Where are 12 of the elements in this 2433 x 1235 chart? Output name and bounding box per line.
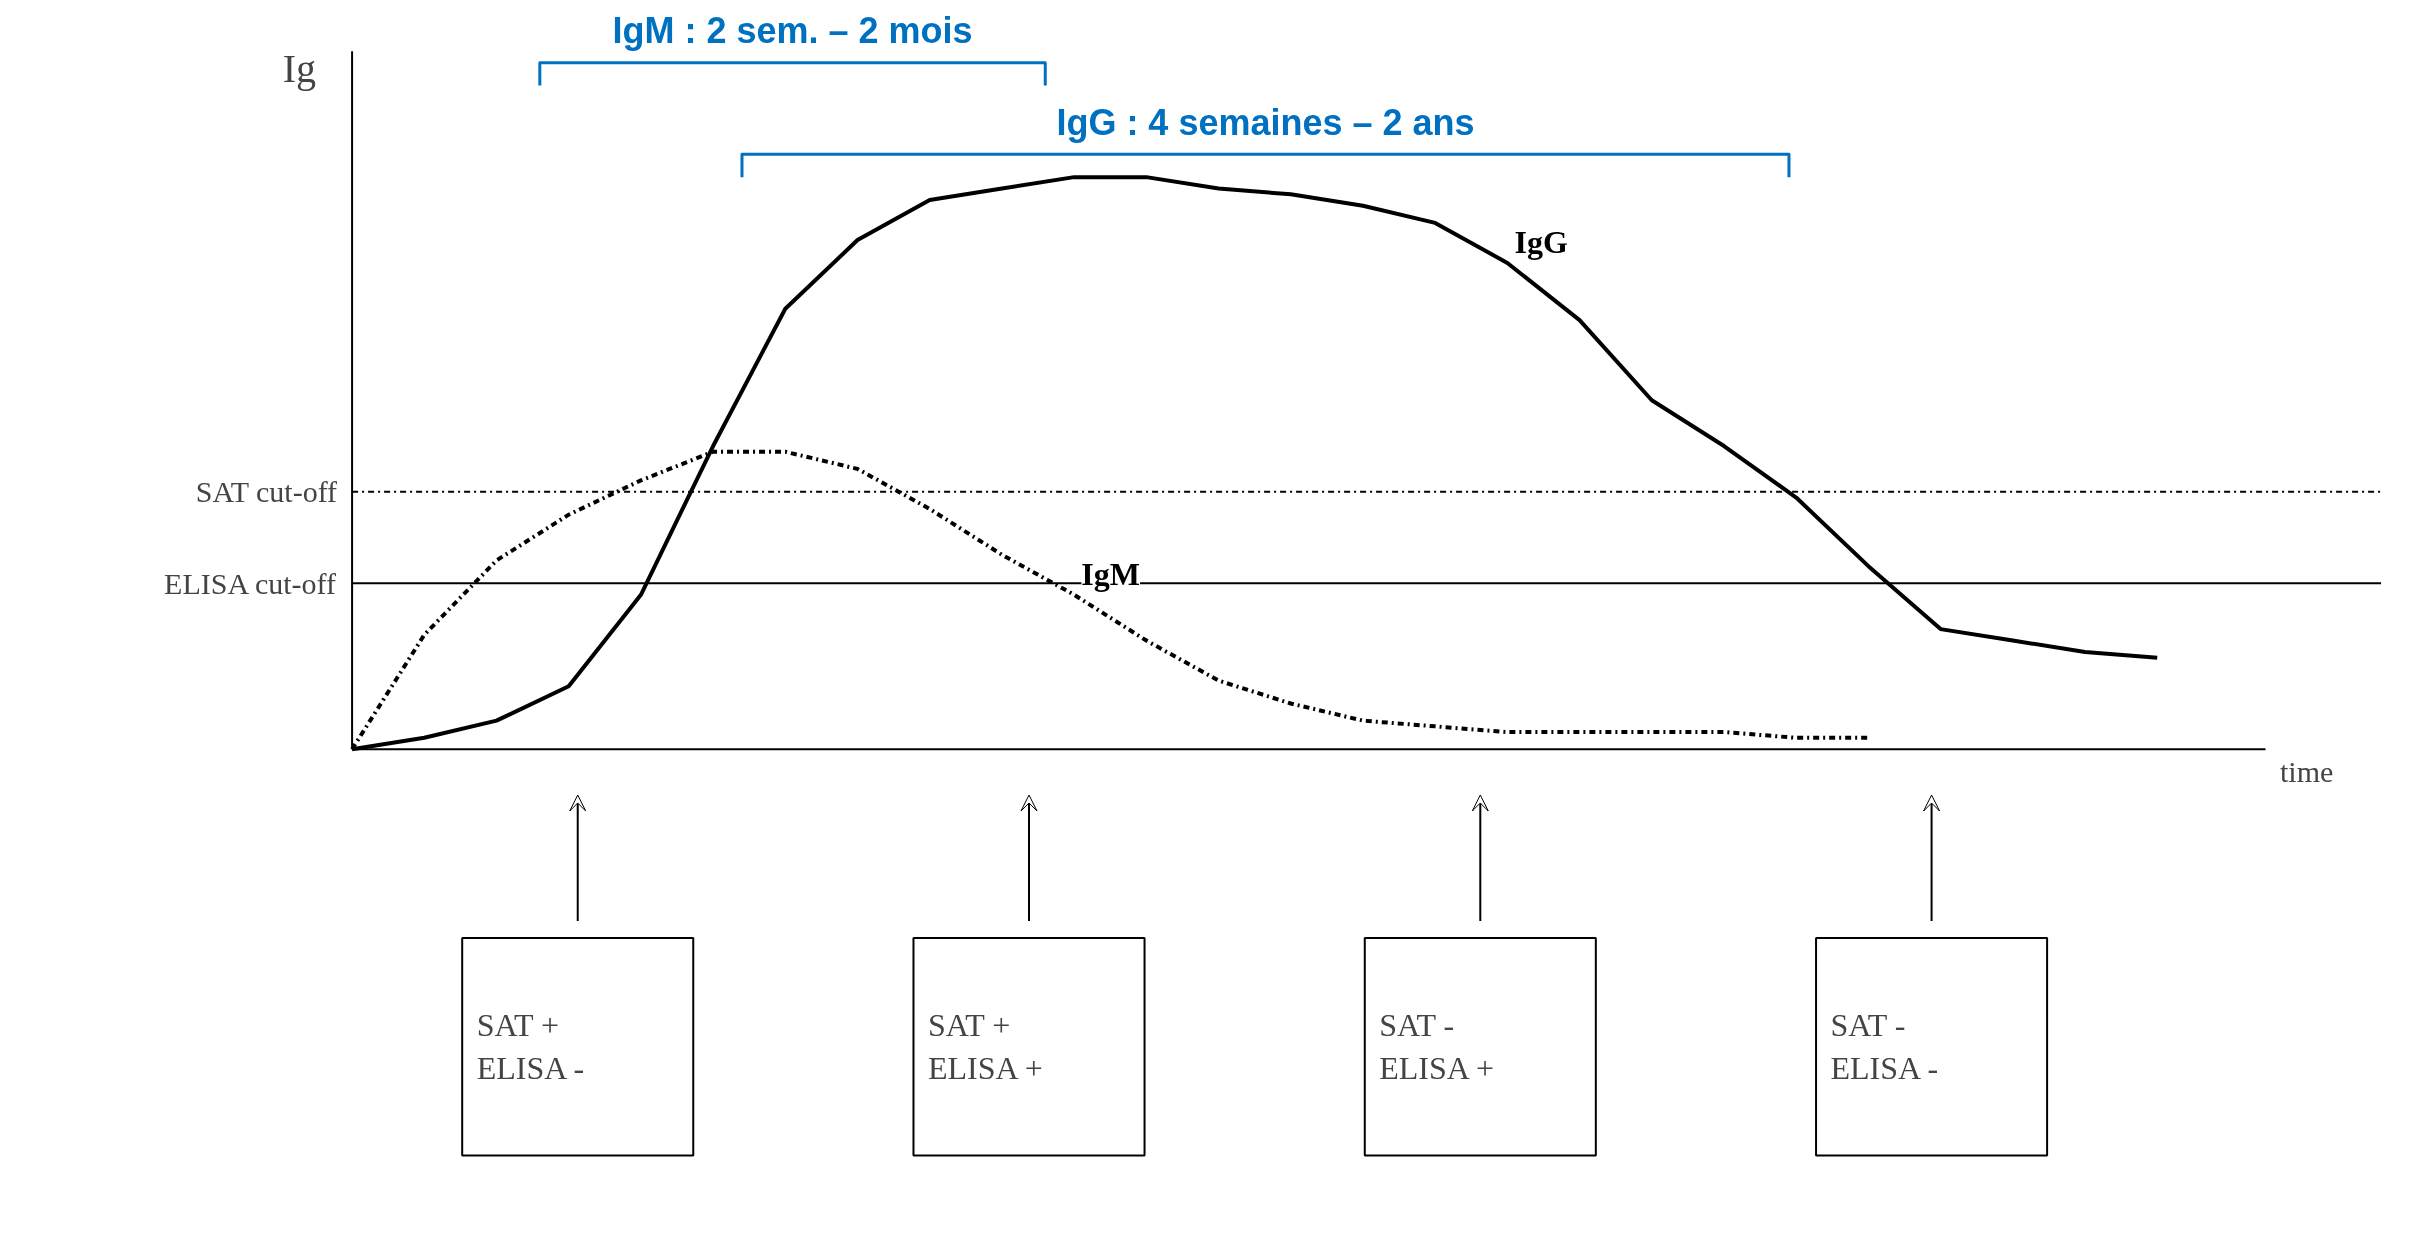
ref-line-label: SAT cut-off	[195, 475, 338, 509]
x-axis-title: time	[2279, 754, 2334, 788]
ref-line-label: ELISA cut-off	[164, 566, 336, 600]
text: IgG : 4 semaines – 2 ans	[1056, 101, 1475, 143]
text: SAT - ELISA +	[1379, 1007, 1495, 1087]
text: SAT - ELISA -	[1830, 1007, 1939, 1087]
series-label: IgG	[1514, 224, 1569, 261]
text: SAT + ELISA -	[476, 1007, 585, 1087]
text: SAT + ELISA +	[927, 1007, 1043, 1087]
text: IgM : 2 sem. – 2 mois	[612, 10, 973, 52]
y-axis-title: Ig	[282, 46, 316, 92]
series-label: IgM	[1081, 555, 1141, 592]
